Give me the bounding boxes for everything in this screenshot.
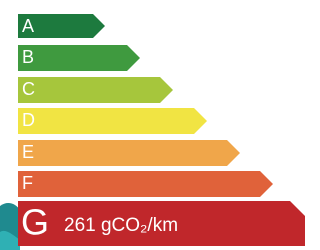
class-letter: A bbox=[22, 16, 34, 36]
class-letter: D bbox=[22, 110, 35, 130]
class-letter: E bbox=[22, 142, 34, 162]
class-arrow bbox=[18, 45, 140, 71]
class-letter: F bbox=[22, 173, 33, 193]
class-arrow bbox=[18, 171, 273, 197]
page: A B C D E F G 261 gCO₂/km (() => { const… bbox=[0, 0, 305, 250]
class-arrow bbox=[18, 108, 207, 134]
energy-label: A B C D E F G 261 gCO₂/km bbox=[0, 0, 305, 250]
class-letter: B bbox=[22, 47, 34, 67]
emission-value: 261 gCO₂/km bbox=[64, 215, 178, 236]
class-arrow bbox=[18, 140, 240, 166]
class-letter-active: G bbox=[21, 202, 49, 243]
class-letter: C bbox=[22, 79, 35, 99]
class-arrow bbox=[18, 77, 173, 103]
